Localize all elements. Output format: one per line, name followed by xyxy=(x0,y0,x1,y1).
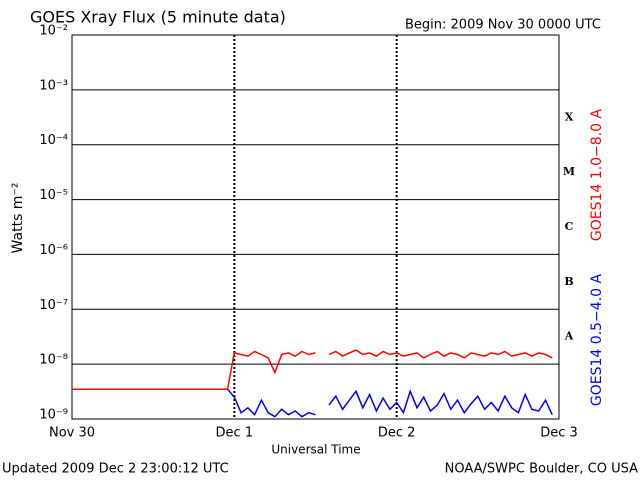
x-tick-label: Nov 30 xyxy=(49,426,95,441)
series-label: GOES14 0.5−4.0 A xyxy=(589,274,605,407)
chart-title: GOES Xray Flux (5 minute data) xyxy=(30,8,286,27)
series-line xyxy=(72,349,553,390)
x-tick-label: Dec 1 xyxy=(216,426,254,441)
chart-subtitle: Begin: 2009 Nov 30 0000 UTC xyxy=(405,18,601,33)
plot-frame xyxy=(71,34,560,420)
y-tick-label: 10⁻⁴ xyxy=(39,133,68,148)
x-tick-label: Dec 2 xyxy=(378,426,416,441)
series-label: GOES14 1.0−8.0 A xyxy=(589,109,605,242)
y-tick-label: 10⁻² xyxy=(39,24,68,39)
x-axis-title: Universal Time xyxy=(271,443,360,457)
class-label: M xyxy=(563,165,575,178)
y-tick-label: 10⁻⁶ xyxy=(39,243,68,258)
class-label: B xyxy=(564,275,573,288)
x-tick-label: Dec 3 xyxy=(540,426,578,441)
class-label: X xyxy=(565,110,574,123)
y-tick-label: 10⁻⁵ xyxy=(39,188,68,203)
y-tick-label: 10⁻⁷ xyxy=(39,298,68,313)
footer-left: Updated 2009 Dec 2 23:00:12 UTC xyxy=(2,462,229,477)
y-tick-label: 10⁻⁹ xyxy=(39,408,68,423)
class-label: C xyxy=(565,220,574,233)
class-label: A xyxy=(564,330,574,343)
y-axis-title: Watts m⁻² xyxy=(10,183,26,254)
y-tick-label: 10⁻⁸ xyxy=(39,353,68,368)
y-tick-label: 10⁻³ xyxy=(39,78,68,93)
footer-right: NOAA/SWPC Boulder, CO USA xyxy=(445,462,638,477)
series-line xyxy=(72,388,553,418)
